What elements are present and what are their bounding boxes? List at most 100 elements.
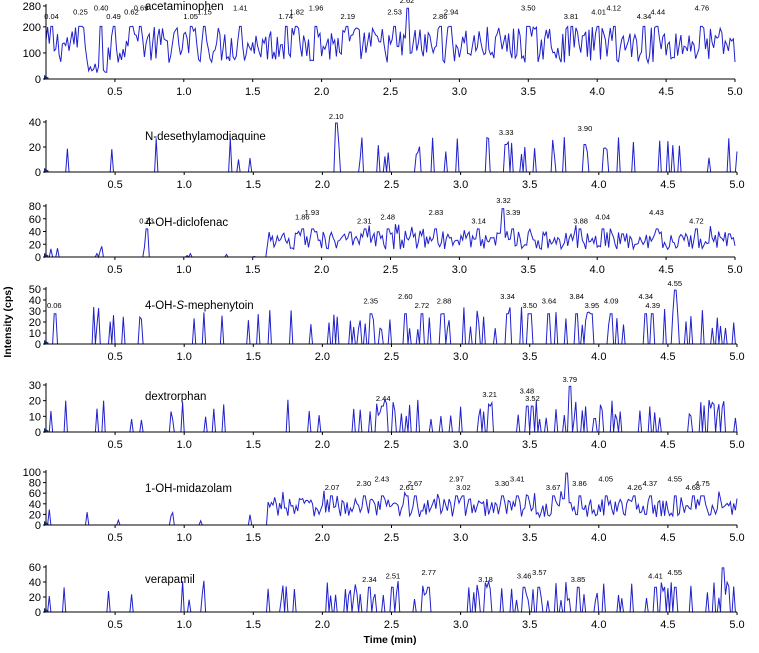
x-tick-label: 2.5 — [383, 86, 398, 98]
x-tick-label: 4.0 — [591, 439, 606, 451]
x-tick-label: 3.5 — [522, 351, 537, 363]
peak-label: 2.44 — [376, 394, 391, 403]
peak-label: 3.34 — [500, 292, 515, 301]
x-tick-label: 5.0 — [727, 86, 742, 98]
x-tick-label: 3.5 — [522, 532, 537, 544]
x-tick-label: 3.5 — [521, 86, 536, 98]
x-tick-label: 2.5 — [384, 439, 399, 451]
x-tick-label: 0.5 — [107, 439, 122, 451]
peak-label: 3.79 — [562, 375, 577, 384]
y-tick-label: 80 — [29, 478, 41, 490]
peak-label: 2.94 — [444, 8, 459, 17]
peak-label: 2.48 — [380, 212, 395, 221]
peak-label: 3.41 — [510, 475, 525, 484]
peak-label: 3.02 — [456, 483, 471, 492]
y-tick-label: 280 — [23, 1, 41, 13]
series-line — [46, 472, 738, 526]
peak-label: 4.04 — [595, 212, 610, 221]
y-tick-label: 40 — [29, 227, 41, 239]
x-tick-label: 5.0 — [729, 619, 744, 631]
y-tick-label: 10 — [29, 328, 41, 340]
peak-label: 2.77 — [422, 568, 437, 577]
peak-label: 0.25 — [73, 8, 88, 17]
y-tick-label: 40 — [29, 117, 41, 129]
x-tick-label: 1.0 — [177, 179, 192, 191]
x-tick-label: 2.0 — [315, 351, 330, 363]
x-tick-label: 1.0 — [176, 86, 191, 98]
panel-5: 0 10 20 30 0.5 1.0 1.5 2.0 2.5 3.0 3.5 4.0 4.5 5.0 dex… — [29, 375, 745, 451]
peak-label: 2.34 — [362, 575, 377, 584]
peak-label: 2.19 — [340, 12, 355, 21]
peak-label: 3.85 — [571, 575, 586, 584]
x-tick-label: 2.5 — [384, 532, 399, 544]
peak-label: 0.62 — [124, 8, 139, 17]
x-tick-label: 3.5 — [522, 619, 537, 631]
x-tick-label: 3.5 — [522, 439, 537, 451]
y-tick-label: 30 — [29, 380, 41, 392]
x-tick-label: 1.0 — [177, 439, 192, 451]
x-tick-label: 0.5 — [107, 264, 122, 276]
peak-label: 3.39 — [506, 208, 521, 217]
x-tick-label: 4.0 — [591, 619, 606, 631]
panel-7: 0 20 40 60 0.5 1.0 1.5 2.0 2.5 3.0 3.5 4.0 4.5 5.0 ver… — [29, 562, 745, 631]
peak-label: 3.52 — [525, 394, 540, 403]
peak-label: 4.75 — [695, 479, 710, 488]
x-tick-label: 4.5 — [658, 264, 673, 276]
x-tick-label: 0.5 — [107, 532, 122, 544]
peak-label: 3.48 — [520, 386, 535, 395]
x-tick-label: 2.0 — [315, 619, 330, 631]
y-tick-label: 0 — [35, 427, 41, 439]
x-tick-label: 1.5 — [246, 439, 261, 451]
peak-label: 2.72 — [415, 301, 430, 310]
peak-label: 1.15 — [197, 8, 212, 17]
panel-title: 4-OH-diclofenac — [145, 217, 228, 229]
peak-label: 3.81 — [564, 12, 579, 21]
peak-label: 1.82 — [289, 8, 304, 17]
x-tick-label: 2.5 — [384, 179, 399, 191]
x-tick-label: 1.0 — [176, 264, 191, 276]
x-tick-label: 2.0 — [315, 179, 330, 191]
x-tick-label: 3.5 — [522, 179, 537, 191]
x-tick-label: 1.5 — [246, 179, 261, 191]
peak-label: 2.88 — [437, 297, 452, 306]
y-tick-label: 0 — [35, 520, 41, 532]
x-tick-label: 1.5 — [245, 264, 260, 276]
x-tick-label: 2.5 — [384, 351, 399, 363]
y-tick-label: 20 — [29, 509, 41, 521]
peak-label: 2.53 — [387, 8, 402, 17]
y-tick-label: 20 — [29, 142, 41, 154]
panel-title: verapamil — [145, 574, 195, 586]
peak-label: 3.18 — [478, 575, 493, 584]
x-tick-label: 1.5 — [246, 619, 261, 631]
peak-label: 3.64 — [542, 297, 557, 306]
peak-label: 2.51 — [386, 571, 401, 580]
y-tick-label: 20 — [29, 592, 41, 604]
peak-label: 4.05 — [598, 475, 613, 484]
y-tick-label: 0 — [35, 339, 41, 351]
x-tick-label: 3.0 — [452, 264, 467, 276]
x-tick-label: 1.5 — [245, 86, 260, 98]
x-tick-label: 2.0 — [314, 264, 329, 276]
panel-title: dextrorphan — [145, 391, 206, 403]
peak-label: 3.86 — [572, 479, 587, 488]
y-tick-label: 30 — [29, 306, 41, 318]
peak-label: 3.67 — [546, 483, 561, 492]
y-tick-label: 60 — [29, 488, 41, 500]
peak-label: 3.46 — [517, 571, 532, 580]
y-tick-label: 200 — [23, 22, 41, 34]
peak-label: 3.50 — [522, 301, 537, 310]
x-tick-label: 4.5 — [660, 179, 675, 191]
x-tick-label: 0.5 — [107, 86, 122, 98]
x-tick-label: 3.0 — [453, 619, 468, 631]
x-tick-label: 4.5 — [660, 619, 675, 631]
peak-label: 3.32 — [496, 196, 511, 205]
y-tick-label: 50 — [29, 284, 41, 296]
peak-label: 4.43 — [649, 208, 664, 217]
peak-label: 3.84 — [569, 292, 584, 301]
y-tick-label: 20 — [29, 317, 41, 329]
x-tick-label: 1.5 — [246, 532, 261, 544]
y-tick-label: 40 — [29, 577, 41, 589]
